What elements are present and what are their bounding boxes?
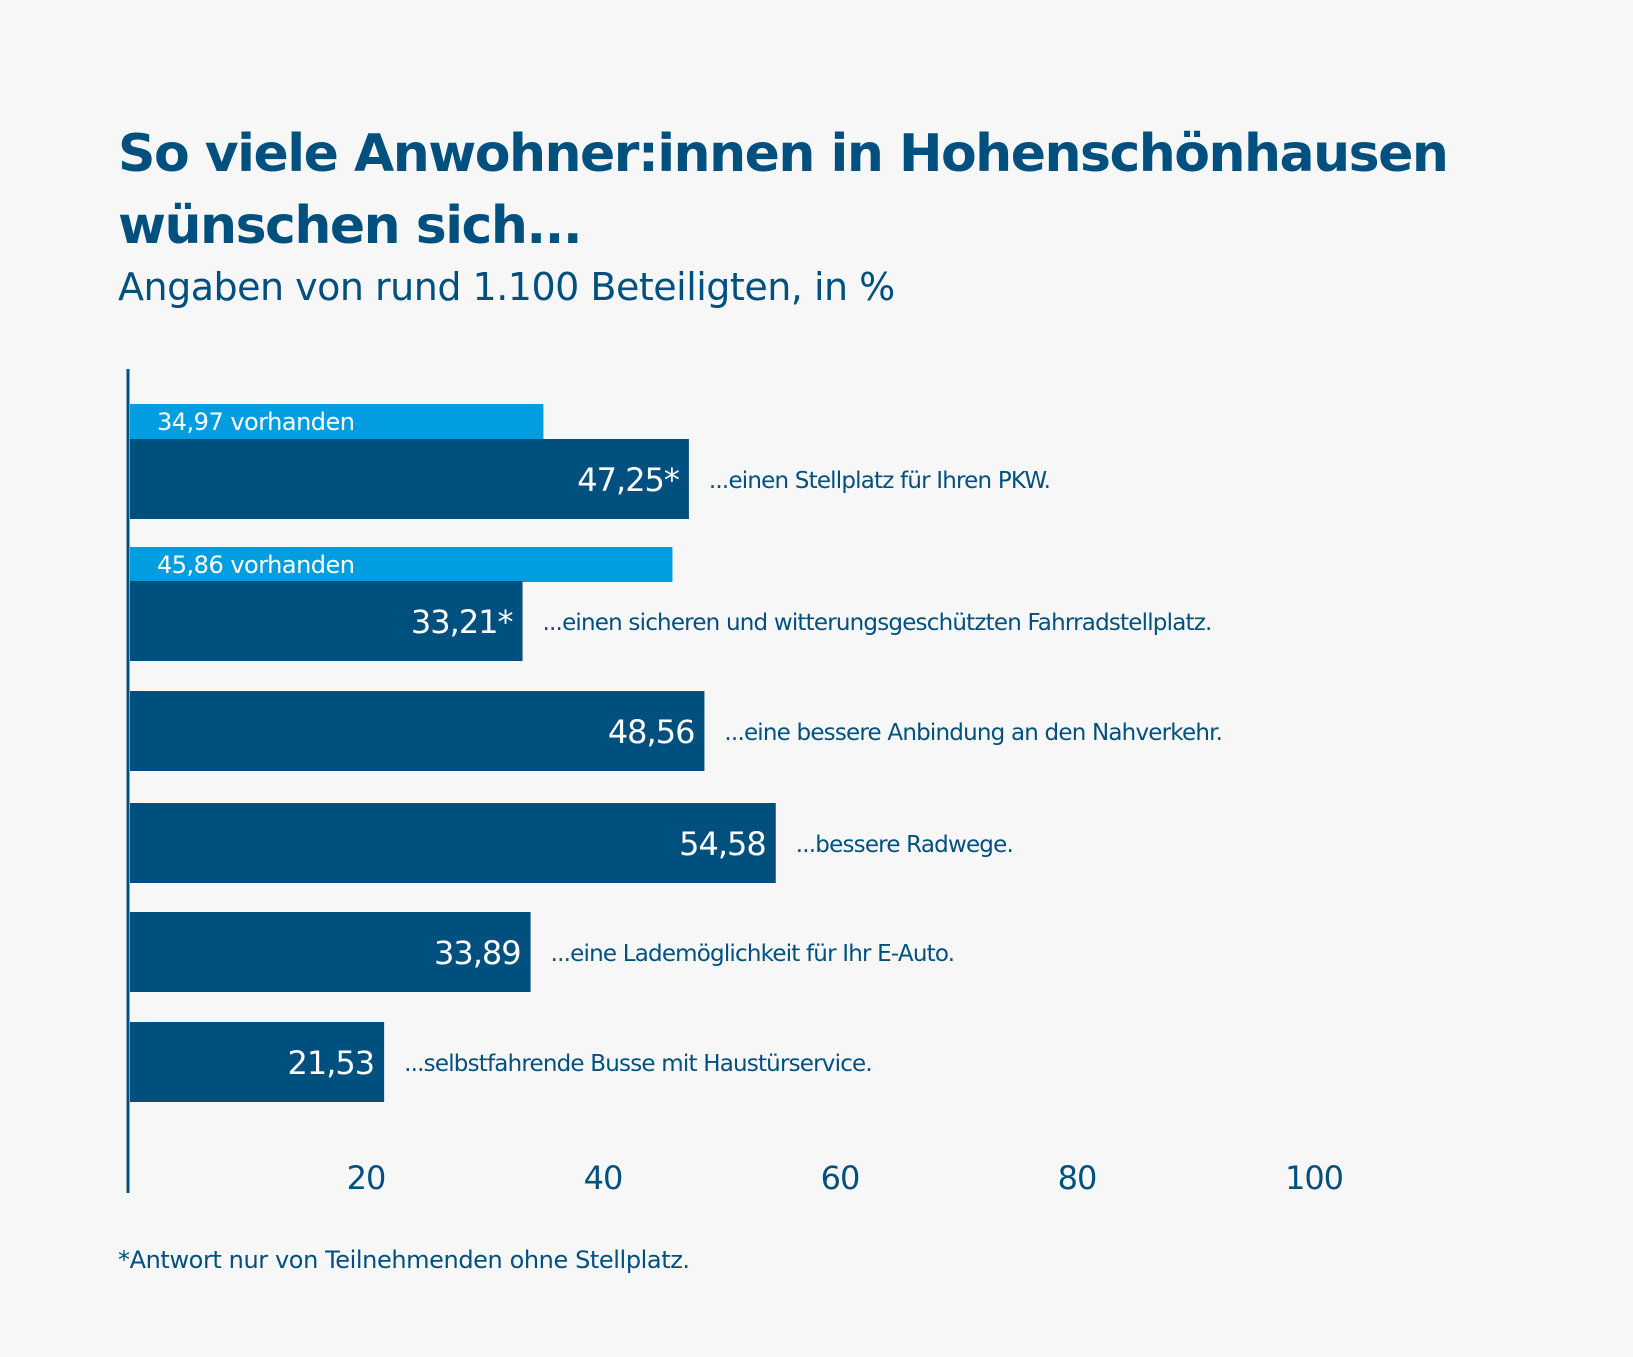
chart-title: So viele Anwohner:innen in Hohenschönhau… xyxy=(118,124,1449,256)
bar-vorhanden-label: 45,86 vorhanden xyxy=(157,551,355,579)
x-tick-label: 20 xyxy=(347,1159,386,1197)
bar-group: 48,56 ...eine bessere Anbindung an den Na… xyxy=(130,691,1223,771)
bar-value-label: 54,58 xyxy=(679,825,766,863)
bar xyxy=(130,912,531,992)
bar-group: 45,86 vorhanden 33,21* ...einen sicheren u… xyxy=(130,547,1212,661)
bar-group: 33,89 ...eine Lademöglichkeit für Ihr E-A… xyxy=(130,912,955,992)
bar-group: 34,97 vorhanden 47,25* ...einen Stellplatz… xyxy=(130,404,1051,519)
category-label: ...selbstfahrende Busse mit Haustürservi… xyxy=(404,1051,872,1077)
bar-value-label: 47,25* xyxy=(577,461,680,499)
category-label: ...einen sicheren und witterungsgeschütz… xyxy=(543,610,1212,636)
bar-value-label: 21,53 xyxy=(288,1044,375,1082)
footnote: *Antwort nur von Teilnehmenden ohne Stel… xyxy=(118,1246,690,1274)
x-tick-label: 40 xyxy=(584,1159,623,1197)
x-tick-label: 80 xyxy=(1058,1159,1097,1197)
category-label: ...einen Stellplatz für Ihren PKW. xyxy=(709,468,1050,494)
bar xyxy=(130,691,705,771)
bars-layer: 34,97 vorhanden 47,25* ...einen Stellplatz… xyxy=(130,404,1223,1102)
x-tick-label: 100 xyxy=(1285,1159,1343,1197)
category-label: ...eine bessere Anbindung an den Nahverk… xyxy=(724,720,1222,746)
bar xyxy=(130,1022,385,1102)
bar-group: 54,58 ...bessere Radwege. xyxy=(130,803,1014,883)
bar-value-label: 33,21* xyxy=(411,603,514,641)
bar-vorhanden xyxy=(130,404,544,439)
bar xyxy=(130,581,523,661)
category-label: ...eine Lademöglichkeit für Ihr E-Auto. xyxy=(551,941,955,967)
bar-vorhanden-label: 34,97 vorhanden xyxy=(157,408,355,436)
category-label: ...bessere Radwege. xyxy=(796,832,1013,858)
bar-group: 21,53 ...selbstfahrende Busse mit Haustür… xyxy=(130,1022,873,1102)
x-axis: 20 40 60 80 100 xyxy=(126,369,1344,1197)
bar-value-label: 33,89 xyxy=(434,934,521,972)
x-tick-label: 60 xyxy=(821,1159,860,1197)
bar xyxy=(130,439,689,519)
bar xyxy=(130,803,776,883)
bar-value-label: 48,56 xyxy=(608,713,695,751)
bar-vorhanden xyxy=(130,547,673,582)
chart-subtitle: Angaben von rund 1.100 Beteiligten, in % xyxy=(118,265,895,309)
